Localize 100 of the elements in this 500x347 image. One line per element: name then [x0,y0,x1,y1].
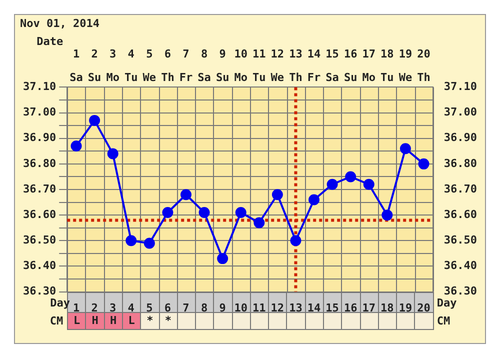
x2-tick-label: 14 [307,47,322,60]
x-tick-label: 11 [252,301,266,314]
point [144,238,155,249]
point [290,235,302,246]
text: We [398,71,412,84]
y2-tick-label: 36.70 [444,182,478,196]
text: Fr [307,71,322,84]
x2-tick-label: 11 [252,47,266,60]
x-tick-label: 10 [234,301,248,314]
x2-tick-label: 4 [128,47,135,60]
y-tick-label: 36.80 [22,156,56,170]
y-tick-label: 36.40 [22,259,56,272]
text: Mo [106,71,120,84]
x2-tick-label: 9 [219,47,226,60]
point [254,217,265,228]
y-tick-label: 36.30 [22,284,56,298]
x-tick-label: 14 [307,301,322,314]
x2-tick-label: 12 [270,47,284,60]
x2-tick-label: 13 [289,47,302,60]
x-tick-label: 18 [380,301,394,314]
point [217,253,228,264]
text: Mo [362,71,376,84]
x2-tick-label: 5 [146,47,153,60]
text: Sa [70,71,83,84]
x2-axis-title: Date [36,34,64,48]
point [308,194,320,206]
text: Th [289,71,302,84]
x-tick-label: 16 [344,301,358,314]
y-tick-label: 37.00 [22,106,56,119]
y-tick-label: 37.10 [22,80,56,94]
text: We [270,71,284,84]
y2-tick-label: 37.00 [444,106,478,119]
point [363,178,374,190]
point [235,207,246,218]
x-tick-label: 8 [200,301,208,314]
x-tick-label: 7 [182,301,190,314]
text: Sa [326,71,339,84]
text: Sa [198,71,211,84]
y2-tick-label: 36.50 [444,234,478,247]
text: Su [216,71,230,84]
y2-tick-label: 36.60 [444,208,478,221]
x2-tick-label: 1 [72,47,80,60]
text: Su [344,71,358,84]
x-tick-label: 20 [417,301,430,314]
x-tick-label: 6 [164,301,172,314]
point [107,148,118,160]
point [89,114,100,126]
y-tick-label: 36.60 [22,208,56,221]
point [400,143,411,154]
x-tick-label: 5 [146,301,153,314]
x2-tick-label: 3 [110,47,116,60]
text: Su [88,71,102,84]
point [418,158,430,170]
x2-tick-label: 18 [380,47,394,60]
x2-tick-label: 6 [164,47,172,60]
x2-tick-label: 2 [91,47,98,60]
x-tick-label: 15 [326,301,339,314]
text: Tu [380,71,394,84]
chart-title: Nov 01, 2014 [20,16,100,30]
text: Fr [179,71,193,84]
point [180,189,192,200]
x-tick-label: 19 [398,301,412,314]
point [382,210,393,221]
point [272,189,283,200]
x-tick-label: 13 [289,301,302,314]
x-tick-label: 9 [219,301,226,314]
x-tick-label: 12 [270,301,284,314]
text: We [142,71,156,84]
point [126,235,137,246]
point [198,207,210,218]
x2-tick-label: 7 [182,47,190,60]
point [326,178,338,190]
x-tick-label: 3 [110,301,116,314]
y-tick-label: 36.90 [22,131,56,144]
y2-tick-label: 36.80 [444,156,478,170]
text: CM [50,314,64,328]
y-tick-label: 36.50 [22,234,56,247]
text: Tu [124,71,138,84]
text: Th [417,71,430,84]
x2-tick-label: 16 [344,47,358,60]
y2-tick-label: 37.10 [444,80,478,94]
text: Tu [252,71,266,84]
text: CM [436,314,450,328]
y-tick-label: 36.70 [22,182,56,196]
y2-tick-label: 36.30 [444,284,478,298]
text: Mo [234,71,248,84]
point [345,171,356,182]
point [70,140,82,152]
x2-tick-label: 10 [234,47,248,60]
x2-tick-label: 20 [417,47,430,60]
text: Day [436,296,457,310]
point [162,207,174,218]
x2-tick-label: 19 [398,47,412,60]
x-tick-label: 1 [72,301,80,314]
x-tick-label: 17 [362,301,376,314]
text: Th [161,71,174,84]
x2-tick-label: 17 [362,47,376,60]
x2-tick-label: 15 [326,47,339,60]
x-tick-label: 2 [91,301,98,314]
y2-tick-label: 36.40 [444,259,478,272]
